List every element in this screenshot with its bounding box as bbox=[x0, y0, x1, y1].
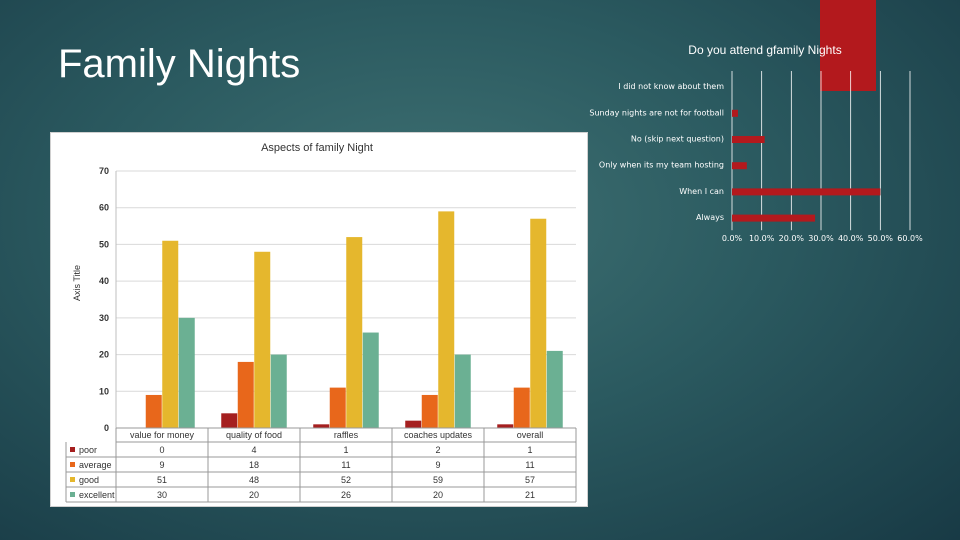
hbar-bar-6 bbox=[732, 214, 816, 222]
y-tick-label: 30 bbox=[99, 313, 109, 323]
hbar-category-label: Always bbox=[696, 213, 724, 222]
bar-average-1 bbox=[145, 394, 162, 428]
bar-good-3 bbox=[346, 237, 363, 428]
slide-title: Family Nights bbox=[58, 42, 301, 86]
table-cell: 51 bbox=[157, 475, 167, 485]
table-cell: 4 bbox=[251, 445, 256, 455]
bar-excellent-2 bbox=[270, 354, 287, 428]
y-tick-label: 70 bbox=[99, 166, 109, 176]
table-cell: 26 bbox=[341, 490, 351, 500]
hbar-bar-2 bbox=[732, 109, 738, 117]
bar-poor-2 bbox=[221, 413, 238, 428]
bar-poor-4 bbox=[405, 420, 422, 428]
y-tick-label: 60 bbox=[99, 203, 109, 213]
legend-key-average bbox=[70, 462, 75, 467]
table-cell: 21 bbox=[525, 490, 535, 500]
bar-average-4 bbox=[421, 394, 438, 428]
table-cell: 20 bbox=[249, 490, 259, 500]
table-cell: 18 bbox=[249, 460, 259, 470]
hbar-title: Do you attend gfamily Nights bbox=[688, 43, 841, 57]
bar-excellent-4 bbox=[454, 354, 471, 428]
table-cell: 59 bbox=[433, 475, 443, 485]
y-tick-label: 20 bbox=[99, 350, 109, 360]
table-cell: 11 bbox=[525, 460, 534, 470]
legend-label-good: good bbox=[79, 475, 99, 485]
bar-excellent-5 bbox=[546, 350, 563, 428]
legend-label-excellent: excellent bbox=[79, 490, 115, 500]
table-cell: 11 bbox=[341, 460, 350, 470]
attendance-bar-chart: Do you attend gfamily Nights I did not kn… bbox=[589, 43, 923, 243]
table-cell: 52 bbox=[341, 475, 351, 485]
table-cell: 1 bbox=[343, 445, 348, 455]
table-category-header: value for money bbox=[130, 430, 195, 440]
hbar-category-label: I did not know about them bbox=[618, 82, 724, 91]
bar-poor-3 bbox=[313, 424, 330, 428]
hbar-category-label: No (skip next question) bbox=[631, 135, 724, 144]
y-axis-title: Axis Title bbox=[72, 265, 82, 301]
hbar-category-label: When I can bbox=[679, 187, 724, 196]
accent-bar bbox=[820, 0, 876, 91]
legend-label-poor: poor bbox=[79, 445, 97, 455]
table-cell: 30 bbox=[157, 490, 167, 500]
bar-average-2 bbox=[237, 361, 254, 428]
legend-key-good bbox=[70, 477, 75, 482]
bar-average-5 bbox=[513, 387, 530, 428]
hbar-bar-4 bbox=[732, 162, 747, 170]
table-cell: 9 bbox=[435, 460, 440, 470]
hbar-x-tick-label: 60.0% bbox=[897, 234, 923, 243]
table-cell: 57 bbox=[525, 475, 535, 485]
hbar-x-tick-label: 20.0% bbox=[779, 234, 805, 243]
hbar-x-tick-label: 30.0% bbox=[808, 234, 834, 243]
table-cell: 2 bbox=[435, 445, 440, 455]
y-tick-label: 0 bbox=[104, 423, 109, 433]
y-tick-label: 40 bbox=[99, 276, 109, 286]
table-category-header: quality of food bbox=[226, 430, 282, 440]
vbar-title: Aspects of family Night bbox=[261, 142, 373, 154]
y-tick-label: 10 bbox=[99, 386, 109, 396]
table-cell: 9 bbox=[159, 460, 164, 470]
bar-poor-5 bbox=[497, 424, 514, 428]
legend-label-average: average bbox=[79, 460, 112, 470]
bar-excellent-1 bbox=[178, 317, 195, 428]
table-cell: 0 bbox=[159, 445, 164, 455]
hbar-bar-5 bbox=[732, 188, 881, 196]
hbar-x-tick-label: 40.0% bbox=[838, 234, 864, 243]
table-cell: 1 bbox=[527, 445, 532, 455]
y-tick-label: 50 bbox=[99, 239, 109, 249]
bar-excellent-3 bbox=[362, 332, 379, 428]
bar-good-2 bbox=[254, 251, 271, 428]
legend-key-poor bbox=[70, 447, 75, 452]
hbar-x-tick-label: 0.0% bbox=[722, 234, 743, 243]
hbar-bar-3 bbox=[732, 136, 765, 143]
legend-key-excellent bbox=[70, 492, 75, 497]
bar-average-3 bbox=[329, 387, 346, 428]
table-cell: 48 bbox=[249, 475, 259, 485]
hbar-category-label: Sunday nights are not for football bbox=[589, 108, 724, 117]
bar-good-5 bbox=[530, 218, 547, 428]
bar-good-4 bbox=[438, 211, 455, 428]
table-category-header: raffles bbox=[334, 430, 359, 440]
aspects-chart-panel: Aspects of family Night Axis Title 0 10 20 30… bbox=[50, 132, 588, 507]
hbar-x-tick-label: 10.0% bbox=[749, 234, 775, 243]
table-category-header: overall bbox=[517, 430, 544, 440]
hbar-category-label: Only when its my team hosting bbox=[599, 161, 724, 170]
table-cell: 20 bbox=[433, 490, 443, 500]
hbar-x-tick-label: 50.0% bbox=[868, 234, 894, 243]
table-category-header: coaches updates bbox=[404, 430, 473, 440]
bar-good-1 bbox=[162, 240, 179, 428]
